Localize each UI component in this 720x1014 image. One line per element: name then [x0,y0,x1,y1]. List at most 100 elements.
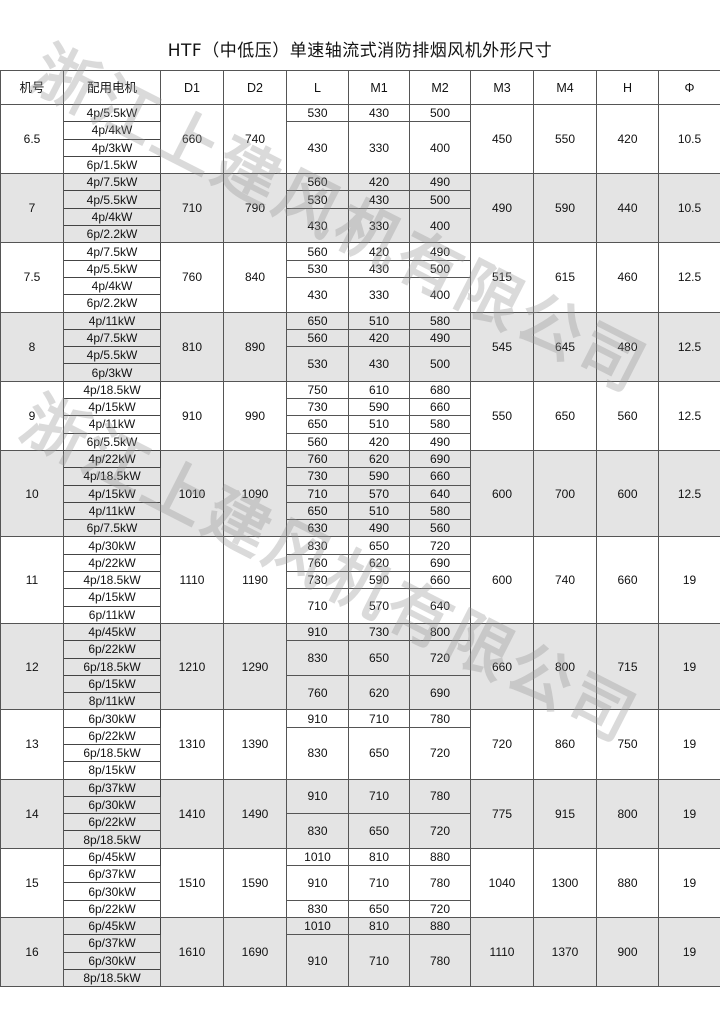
m2-cell: 690 [409,674,471,711]
table-row: 6p/2.2kW [1,294,720,313]
m2-cell: 780 [409,934,471,988]
h-cell: 715 [596,622,659,711]
l-cell: 910 [286,709,349,728]
column-header: 配用电机 [63,70,161,105]
table-row: 6p/11kW [1,605,720,624]
phi-cell: 12.5 [658,380,720,451]
m2-cell: 500 [409,346,471,382]
m3-cell: 515 [470,242,534,313]
table-row: 10 4p/22kW 1010 1090 760 620 690 600 700 600 12.5 [0,449,720,538]
table-header-row: 机号 配用电机 D1 D2 L M1 M2 M3 M4 H Φ [0,70,720,105]
m2-cell: 720 [409,726,471,780]
table-row: 6p/22kW 830 650 720 [1,640,720,676]
table-row: 15 6p/45kW 1510 1590 1010 810 880 1040 1300 880 19 [0,847,720,918]
m1-cell: 430 [348,103,410,123]
l-cell: 750 [286,380,349,400]
motor-cell: 6p/18.5kW [63,657,161,676]
m1-cell: 420 [348,328,410,348]
d1-cell: 810 [160,311,224,382]
motor-cell: 6p/30kW [63,951,161,970]
table-row: 6p/3kW [1,363,720,382]
motor-cell: 8p/15kW [63,761,161,780]
motor-cell: 4p/30kW [63,536,161,555]
model-cell: 13 [0,709,64,780]
m1-cell: 570 [348,484,410,503]
m2-cell: 660 [409,398,471,417]
table-row: 6p/37kW 910 710 780 [1,934,720,988]
m2-cell: 780 [409,709,471,728]
column-header: D2 [223,70,287,105]
table-row: 4p/4kW 430 330 400 [1,207,720,244]
d1-cell: 660 [160,103,224,175]
h-cell: 900 [596,916,659,988]
l-cell: 760 [286,553,349,573]
m2-cell: 680 [409,380,471,400]
m2-cell: 720 [409,640,471,676]
l-cell: 830 [286,726,349,780]
motor-cell: 4p/11kW [63,501,161,521]
l-cell: 910 [286,622,349,642]
m2-cell: 400 [409,207,471,244]
motor-cell: 4p/22kW [63,449,161,469]
m3-cell: 600 [470,449,534,538]
model-cell: 7 [0,173,64,244]
m3-cell: 1040 [470,847,534,918]
d1-cell: 1510 [160,847,224,918]
table-row: 6p/22kW 830 650 720 [1,813,720,849]
table-row: 6p/7.5kW 630 490 560 [1,519,720,538]
motor-cell: 4p/15kW [63,588,161,607]
m4-cell: 590 [533,173,597,244]
l-cell: 650 [286,311,349,330]
table-row: 8p/18.5kW [1,968,720,988]
table-row: 6p/22kW 830 650 720 [1,899,720,918]
motor-cell: 6p/1.5kW [63,155,161,175]
table-row: 4p/7.5kW 560 420 490 [1,328,720,348]
m2-cell: 580 [409,501,471,521]
m1-cell: 330 [348,207,410,244]
m2-cell: 690 [409,553,471,573]
motor-cell: 6p/37kW [63,865,161,884]
column-header: D1 [160,70,224,105]
m2-cell: 400 [409,121,471,175]
motor-cell: 4p/15kW [63,484,161,503]
m1-cell: 650 [348,726,410,780]
table-row: 11 4p/30kW 1110 1190 830 650 720 600 740 660 19 [0,536,720,624]
d2-cell: 740 [223,103,287,175]
d2-cell: 840 [223,242,287,313]
m2-cell: 640 [409,588,471,624]
column-header: Φ [658,70,720,105]
m3-cell: 720 [470,709,534,780]
motor-cell: 4p/18.5kW [63,571,161,590]
l-cell: 530 [286,190,349,209]
phi-cell: 10.5 [658,103,720,175]
l-cell: 560 [286,173,349,192]
h-cell: 880 [596,847,659,918]
motor-cell: 6p/45kW [63,847,161,867]
table-row: 4p/5.5kW 530 430 500 [1,259,720,278]
d1-cell: 1610 [160,916,224,988]
motor-cell: 4p/22kW [63,553,161,573]
m1-cell: 650 [348,899,410,918]
phi-cell: 12.5 [658,449,720,538]
phi-cell: 19 [658,916,720,988]
model-cell: 14 [0,778,64,849]
l-cell: 1010 [286,916,349,936]
phi-cell: 19 [658,778,720,849]
m1-cell: 330 [348,276,410,313]
l-cell: 560 [286,432,349,451]
m2-cell: 490 [409,328,471,348]
motor-cell: 4p/7.5kW [63,173,161,192]
table-row: 6p/1.5kW [1,155,720,175]
m4-cell: 915 [533,778,597,849]
motor-cell: 4p/18.5kW [63,380,161,400]
table-row: 13 6p/30kW 1310 1390 910 710 780 720 860 750 19 [0,709,720,780]
l-cell: 630 [286,519,349,538]
m4-cell: 550 [533,103,597,175]
m1-cell: 590 [348,571,410,590]
l-cell: 910 [286,865,349,901]
m4-cell: 645 [533,311,597,382]
d2-cell: 990 [223,380,287,451]
m1-cell: 590 [348,398,410,417]
table-row: 7.5 4p/7.5kW 760 840 560 420 490 515 615 460 12.5 [0,242,720,313]
table-row: 4p/3kW [1,138,720,157]
